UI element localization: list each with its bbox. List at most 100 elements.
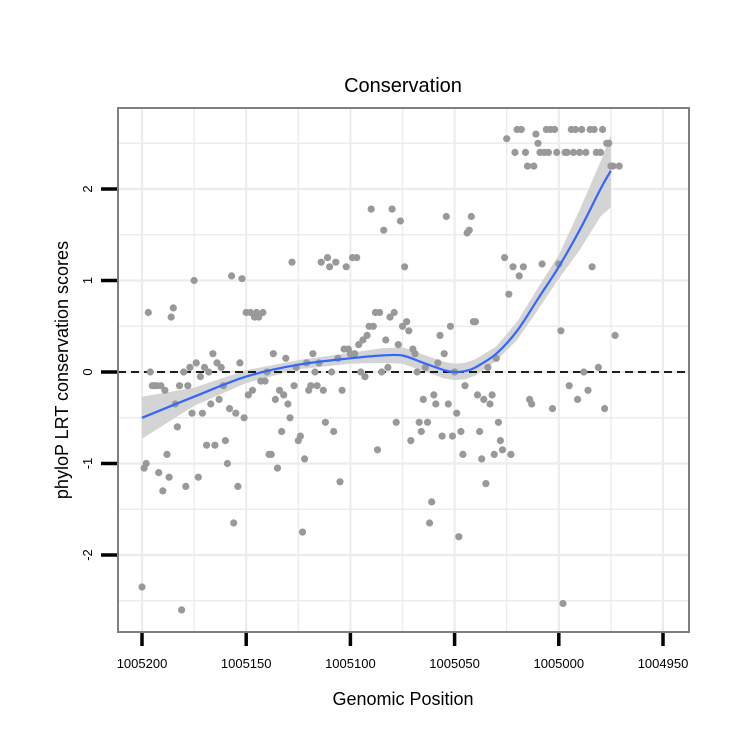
- data-point: [390, 308, 398, 317]
- data-point: [215, 395, 223, 403]
- y-tick-label: -1: [80, 458, 95, 470]
- data-point: [228, 272, 236, 280]
- data-point: [248, 386, 257, 394]
- data-point: [282, 354, 290, 362]
- data-point: [484, 363, 492, 371]
- data-point: [288, 258, 296, 266]
- data-point: [323, 254, 332, 262]
- data-point: [588, 263, 596, 271]
- data-point: [426, 519, 434, 527]
- data-point: [523, 162, 532, 170]
- data-point: [269, 350, 277, 358]
- data-point: [369, 322, 377, 330]
- data-point: [301, 455, 309, 463]
- data-point: [338, 386, 346, 394]
- data-point: [615, 162, 623, 170]
- data-point: [376, 308, 384, 317]
- data-point: [296, 432, 304, 440]
- data-point: [551, 125, 559, 134]
- data-point: [580, 368, 588, 376]
- data-point: [161, 386, 169, 394]
- data-point: [184, 382, 192, 390]
- data-point: [511, 148, 519, 156]
- y-tick-label: 2: [80, 185, 95, 192]
- data-point: [494, 418, 502, 426]
- data-point: [559, 599, 567, 608]
- data-point: [590, 125, 598, 134]
- data-point: [415, 418, 423, 426]
- data-point: [353, 254, 361, 262]
- data-point: [578, 125, 586, 134]
- data-point: [498, 446, 507, 454]
- data-point: [419, 395, 427, 403]
- data-point: [398, 322, 407, 330]
- data-point: [496, 437, 504, 445]
- grid: [118, 108, 689, 632]
- data-point: [355, 341, 363, 349]
- data-point: [480, 395, 488, 403]
- data-point: [490, 450, 498, 458]
- data-point: [465, 226, 473, 234]
- data-point: [584, 386, 592, 394]
- data-point: [175, 382, 184, 390]
- data-point: [501, 254, 509, 262]
- data-point: [378, 368, 386, 376]
- data-point: [544, 148, 553, 156]
- data-point: [482, 480, 490, 488]
- data-point: [453, 409, 461, 417]
- data-point: [473, 391, 482, 399]
- data-point: [278, 427, 286, 436]
- data-point: [363, 331, 371, 339]
- data-point: [225, 405, 234, 413]
- data-point: [319, 386, 327, 394]
- data-point: [221, 437, 229, 445]
- data-point: [557, 327, 565, 335]
- data-point: [515, 272, 523, 280]
- data-point: [280, 391, 288, 399]
- data-point: [138, 583, 146, 591]
- data-point: [432, 400, 440, 408]
- data-point: [273, 464, 282, 472]
- data-point: [196, 373, 204, 381]
- data-point: [574, 395, 582, 403]
- data-point: [311, 368, 319, 376]
- x-tick-label: 1005200: [117, 656, 168, 671]
- data-point: [163, 450, 171, 458]
- data-point: [444, 400, 452, 408]
- data-point: [159, 487, 167, 495]
- y-tick-label: -2: [80, 549, 95, 561]
- data-point: [173, 423, 181, 431]
- data-point: [488, 391, 496, 399]
- data-point: [336, 478, 344, 486]
- data-point: [534, 139, 542, 147]
- data-point: [328, 368, 336, 376]
- data-point: [351, 350, 359, 358]
- data-point: [505, 290, 513, 298]
- data-point: [538, 260, 546, 268]
- confidence-band: [142, 134, 611, 439]
- chart-title: Conservation: [344, 75, 462, 97]
- data-point: [232, 409, 240, 417]
- data-point: [601, 405, 609, 413]
- data-point: [528, 400, 536, 408]
- data-point: [530, 162, 538, 170]
- data-point: [438, 432, 446, 440]
- data-point: [478, 455, 486, 463]
- data-point: [357, 368, 365, 376]
- data-point: [190, 276, 198, 285]
- data-point: [599, 125, 607, 134]
- data-point: [238, 275, 246, 283]
- data-point: [392, 418, 400, 426]
- x-tick-label: 1004950: [638, 656, 689, 671]
- data-point: [203, 441, 211, 449]
- data-point: [146, 368, 154, 376]
- data-point: [367, 205, 375, 213]
- data-point: [290, 382, 298, 390]
- data-point: [213, 359, 221, 367]
- data-point: [332, 258, 340, 266]
- x-tick-label: 1005050: [429, 656, 480, 671]
- data-point: [284, 400, 292, 408]
- data-point: [440, 350, 448, 358]
- data-point: [180, 368, 188, 376]
